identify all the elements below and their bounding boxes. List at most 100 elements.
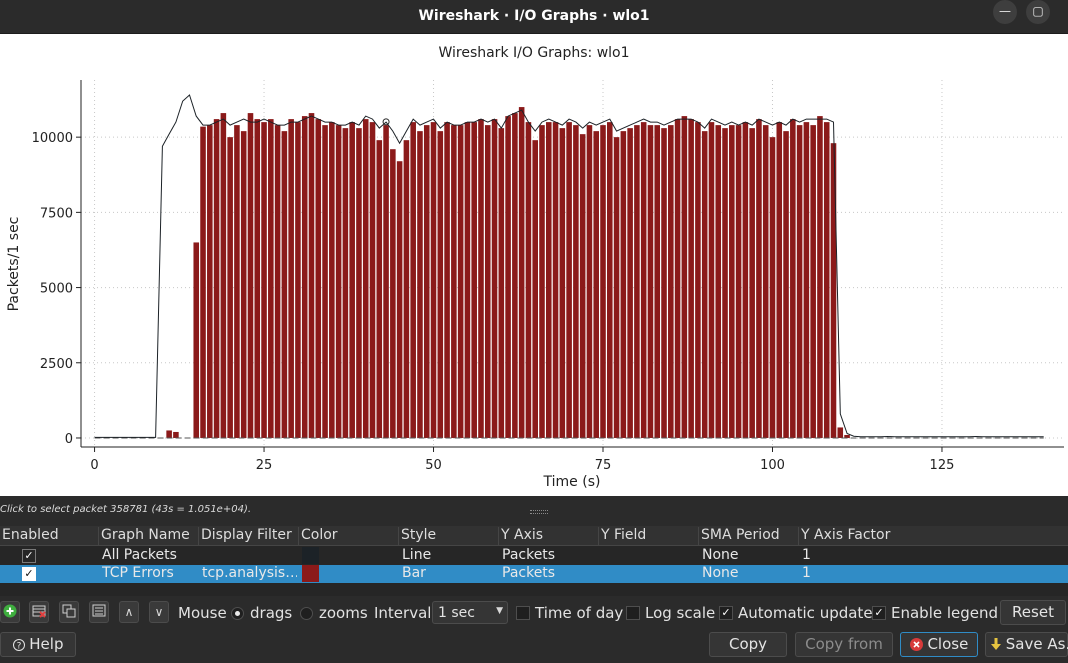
io-graph-plot[interactable]: Wireshark I/O Graphs: wlo1 0 25 50 75 100 125 0… [0,34,1068,496]
sma-period-value[interactable]: None [702,565,739,581]
bar-tcp-errors [674,119,681,438]
bar-tcp-errors [308,113,315,438]
column-y-axis[interactable]: Y Axis [499,527,599,545]
bar-tcp-errors [200,126,206,438]
y-tick-label: 10000 [32,131,73,146]
minimize-button[interactable]: — [993,0,1017,24]
y-axis-factor-value[interactable]: 1 [802,547,811,563]
enabled-checkbox[interactable]: ✓ [22,567,36,581]
help-button[interactable]: ? Help [0,632,76,657]
io-graph-chart[interactable]: Wireshark I/O Graphs: wlo1 0 25 50 75 100 125 0… [0,34,1068,496]
svg-text:?: ? [16,642,21,652]
bar-tcp-errors [234,125,240,438]
title-bar: Wireshark · I/O Graphs · wlo1 — ▢ [0,0,1068,34]
graph-row-tcp-errors[interactable]: ✓ TCP Errors tcp.analysis… Bar Packets N… [0,565,1068,583]
bar-tcp-errors [545,122,552,438]
drags-radio[interactable] [231,607,244,620]
bar-tcp-errors [288,119,294,438]
column-display-filter[interactable]: Display Filter [199,527,299,545]
bar-tcp-errors [823,122,830,438]
restore-button[interactable]: ▢ [1026,0,1050,24]
style-value[interactable]: Bar [402,565,426,581]
bar-tcp-errors [803,122,810,438]
x-tick-label: 75 [595,458,612,473]
bar-tcp-errors [742,122,749,438]
move-down-button[interactable]: ∨ [149,601,169,623]
bar-tcp-errors [661,128,667,438]
column-color[interactable]: Color [299,527,399,545]
display-filter[interactable]: tcp.analysis… [202,565,297,581]
copy-button[interactable]: Copy [709,632,787,657]
bar-tcp-errors [668,125,674,438]
clear-graphs-button[interactable] [89,601,109,623]
interval-select[interactable]: 1 sec ▼ [432,601,508,624]
bar-tcp-errors [701,131,708,438]
graph-name[interactable]: All Packets [102,547,177,563]
bar-tcp-errors [695,122,701,438]
automatic-update-label[interactable]: Automatic update [738,604,873,622]
help-label: Help [29,635,64,653]
x-tick-label: 50 [425,458,442,473]
bar-tcp-errors [322,125,328,438]
log-scale-label[interactable]: Log scale [645,604,716,622]
status-line: Click to select packet 358781 (43s = 1.0… [0,496,1068,526]
interval-label: Interval [374,604,432,622]
time-of-day-checkbox[interactable] [516,606,530,620]
graph-row-all-packets[interactable]: ✓ All Packets Line Packets None 1 [0,547,1068,565]
bar-tcp-errors [484,125,491,438]
bar-tcp-errors [837,427,844,438]
graph-name[interactable]: TCP Errors [102,565,174,581]
copy-from-button[interactable]: Copy from [795,632,893,657]
sma-period-value[interactable]: None [702,547,739,563]
column-y-axis-factor[interactable]: Y Axis Factor [801,527,891,543]
column-sma-period[interactable]: SMA Period [699,527,799,545]
drags-label[interactable]: drags [250,604,293,622]
plot-title: Wireshark I/O Graphs: wlo1 [438,45,629,61]
y-axis-factor-value[interactable]: 1 [802,565,811,581]
splitter-handle[interactable] [530,510,548,514]
bar-tcp-errors [613,137,620,438]
bar-tcp-errors [600,125,606,438]
color-swatch[interactable] [302,565,319,582]
bar-tcp-errors [464,122,471,438]
close-button[interactable]: Close [900,632,978,657]
enable-legend-checkbox[interactable]: ✓ [872,606,886,620]
bar-tcp-errors [369,122,376,438]
x-tick-label: 100 [760,458,785,473]
zooms-label[interactable]: zooms [319,604,368,622]
remove-graph-button[interactable] [29,601,49,623]
y-axis-value[interactable]: Packets [502,565,556,581]
time-of-day-label[interactable]: Time of day [535,604,624,622]
add-graph-button[interactable] [0,601,20,623]
reset-button[interactable]: Reset [1000,600,1066,625]
column-style[interactable]: Style [399,527,499,545]
enable-legend-label[interactable]: Enable legend [891,604,999,622]
color-swatch[interactable] [302,547,319,564]
bar-tcp-errors [498,128,505,438]
graph-table[interactable]: Enabled Graph Name Display Filter Color … [0,526,1068,596]
bar-tcp-errors [722,128,728,438]
bar-tcp-errors [227,137,233,438]
bar-tcp-errors [430,122,437,438]
style-value[interactable]: Line [402,547,432,563]
enabled-checkbox[interactable]: ✓ [22,549,36,563]
bar-tcp-errors [451,125,457,438]
display-filter[interactable] [202,547,297,565]
move-up-button[interactable]: ∧ [119,601,139,623]
bar-tcp-errors [410,122,416,438]
zooms-radio[interactable] [300,607,313,620]
copy-graph-button[interactable] [59,601,79,623]
interval-value: 1 sec [438,605,475,621]
y-axis-value[interactable]: Packets [502,547,556,563]
bar-tcp-errors [281,131,288,438]
save-as-button[interactable]: Save As... [985,632,1068,657]
column-y-field[interactable]: Y Field [599,527,699,545]
log-scale-checkbox[interactable] [626,606,640,620]
chevron-down-icon: ▼ [496,606,503,616]
column-enabled[interactable]: Enabled [0,527,99,545]
column-graph-name[interactable]: Graph Name [99,527,199,545]
bar-tcp-errors [166,430,172,438]
bar-tcp-errors [240,131,247,438]
bar-tcp-errors [362,119,369,438]
automatic-update-checkbox[interactable]: ✓ [719,606,733,620]
